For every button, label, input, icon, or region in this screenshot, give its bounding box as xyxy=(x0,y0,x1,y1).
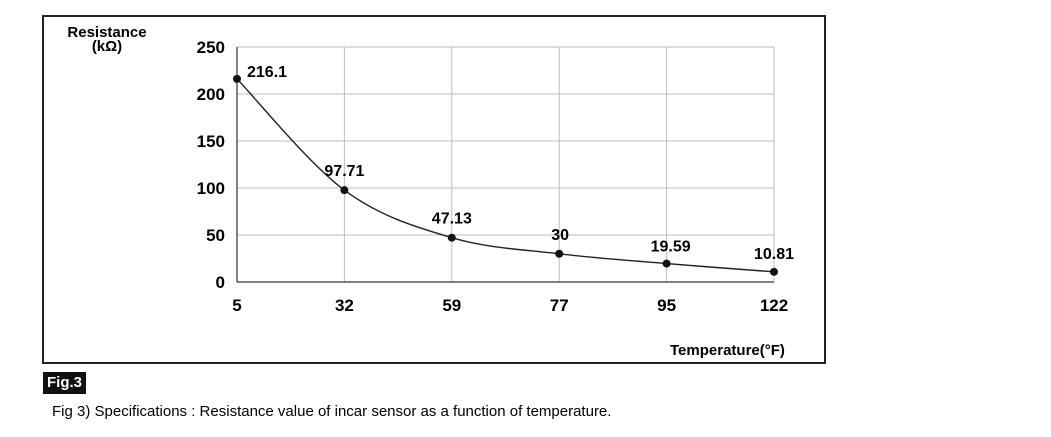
line-chart: 0 50 100 150 200 250 5 32 59 77 95 122 216.1 97.71 47.… xyxy=(197,38,795,315)
data-label: 19.59 xyxy=(651,239,691,256)
figure-caption: Fig 3) Specifications : Resistance value… xyxy=(52,403,612,420)
y-tick-label: 50 xyxy=(206,226,225,245)
data-label: 97.71 xyxy=(324,163,364,180)
data-label: 216.1 xyxy=(247,64,287,81)
y-axis-label-line2: (kΩ) xyxy=(91,38,123,55)
data-point xyxy=(770,267,778,276)
x-tick-label: 122 xyxy=(760,296,788,315)
figure-badge: Fig.3 xyxy=(43,372,87,394)
y-tick-label: 200 xyxy=(197,85,225,104)
data-label: 10.81 xyxy=(754,246,794,263)
y-tick-label: 150 xyxy=(197,132,225,151)
y-tick-label: 100 xyxy=(197,179,225,198)
data-point xyxy=(555,249,564,258)
data-point xyxy=(340,186,349,195)
data-point xyxy=(233,74,241,83)
data-label: 30 xyxy=(551,227,569,244)
x-tick-label: 59 xyxy=(442,296,461,315)
y-axis-label: Resistance (kΩ) xyxy=(52,24,162,55)
x-tick-label: 77 xyxy=(550,296,569,315)
x-axis-label: Temperature(°F) xyxy=(670,342,785,359)
x-tick-label: 5 xyxy=(232,296,241,315)
y-tick-label: 0 xyxy=(216,273,225,292)
data-label: 47.13 xyxy=(432,211,472,228)
y-axis-label-line1: Resistance xyxy=(67,24,147,41)
x-tick-label: 32 xyxy=(335,296,354,315)
y-tick-label: 250 xyxy=(197,38,225,57)
x-tick-label: 95 xyxy=(657,296,676,315)
chart-frame: Resistance (kΩ) 0 50 100 150 200 250 5 32 59 77 95… xyxy=(42,15,826,364)
data-point xyxy=(447,233,456,242)
series-line xyxy=(236,78,775,273)
data-point xyxy=(662,259,671,268)
